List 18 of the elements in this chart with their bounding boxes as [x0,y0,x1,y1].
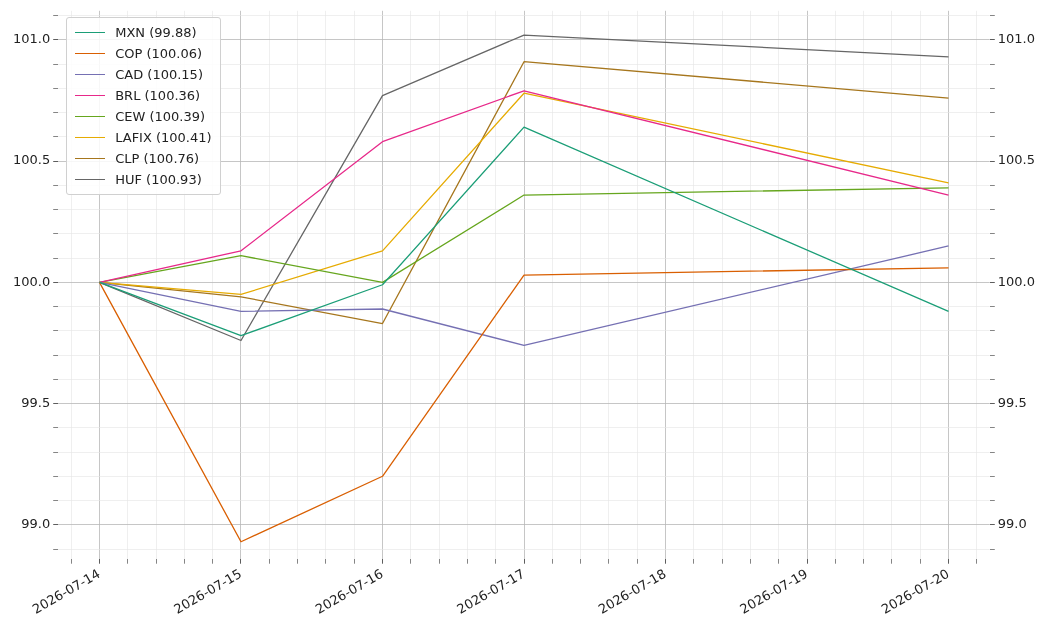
y2-tick-label: 100.5 [997,152,1035,168]
legend-label: LAFIX (100.41) [115,129,212,145]
legend-label: CEW (100.39) [115,108,206,124]
y-tick-label: 101.0 [13,31,51,47]
y2-tick-label: 100.0 [997,273,1035,289]
y-tick-label: 99.5 [21,394,51,410]
legend-label: HUF (100.93) [115,171,202,187]
y-tick-label: 100.0 [13,273,51,289]
y-tick-label: 100.5 [13,152,51,168]
y2-tick-label: 101.0 [997,31,1035,47]
y2-tick-label: 99.0 [997,516,1027,532]
y-tick-label: 99.0 [21,516,51,532]
y2-tick-label: 99.5 [997,394,1027,410]
legend-label: BRL (100.36) [115,87,201,103]
legend-label: COP (100.06) [115,45,203,61]
legend-label: CLP (100.76) [115,150,200,166]
legend-label: MXN (99.88) [115,24,197,40]
legend-label: CAD (100.15) [115,66,203,82]
